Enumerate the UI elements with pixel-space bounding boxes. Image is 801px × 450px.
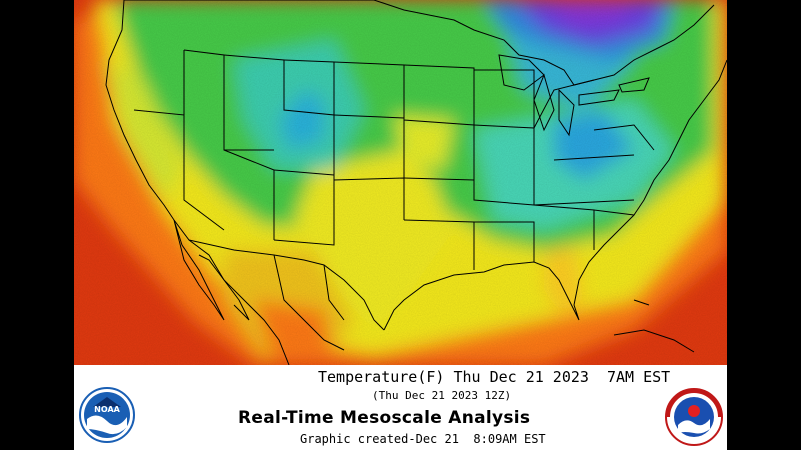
map-frame: Temperature(F) Thu Dec 21 2023 7AM EST (… [74,0,727,450]
map-subtitle: (Thu Dec 21 2023 12Z) [372,389,512,402]
created-time: Graphic created-Dec 21 8:09AM EST [300,432,546,446]
product-name: Real-Time Mesoscale Analysis [238,408,531,428]
noaa-logo-icon: NOAA [79,387,135,443]
noaa-logo-text: NOAA [94,405,120,414]
noise-overlay [74,0,727,365]
map-title: Temperature(F) Thu Dec 21 2023 7AM EST [318,368,671,386]
legend-footer: Temperature(F) Thu Dec 21 2023 7AM EST (… [74,365,727,450]
temperature-map [74,0,727,365]
state-borders [105,0,727,365]
nws-logo-icon [665,388,723,446]
